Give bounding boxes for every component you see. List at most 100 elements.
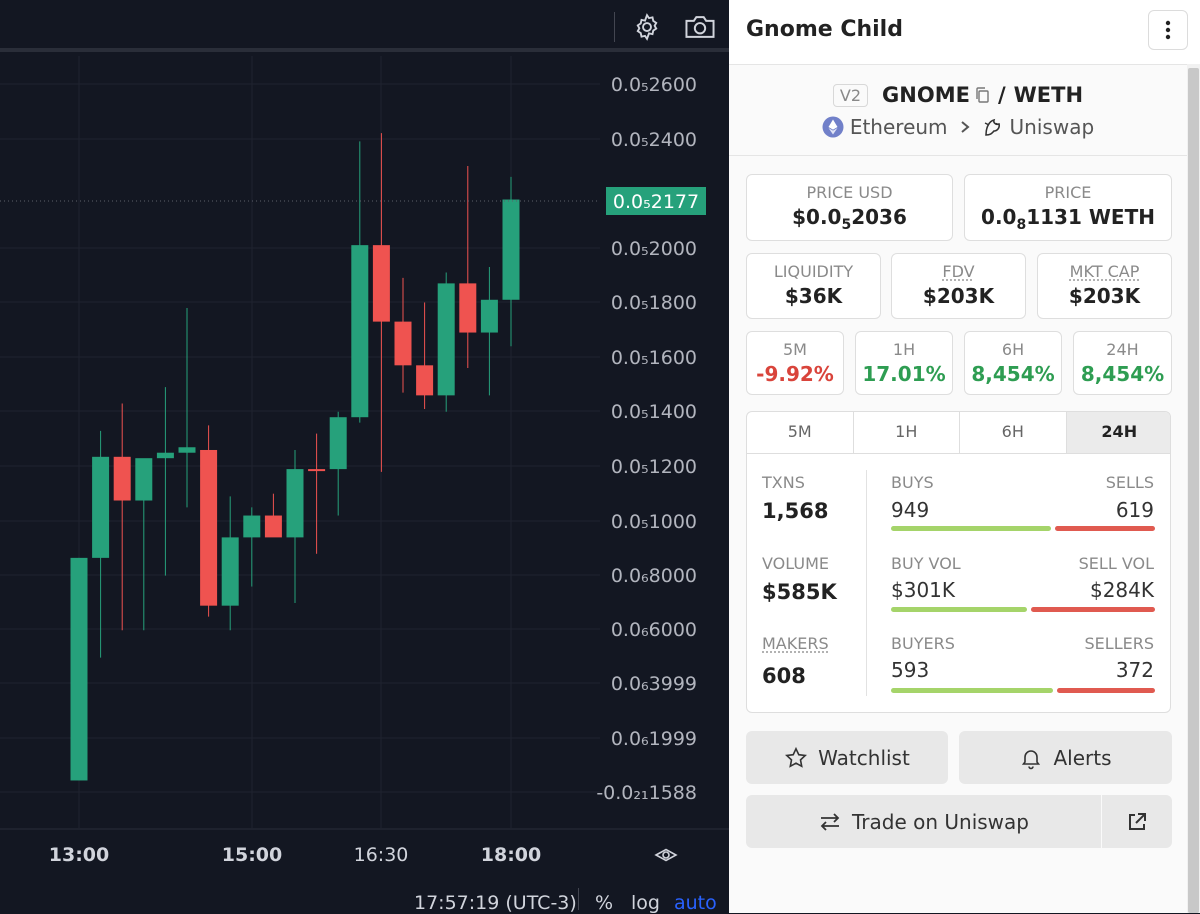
pair-info-panel: Gnome Child V2 GNOME / WETH Ethereum Uni… [729, 0, 1200, 913]
sellers-label: SELLERS [1084, 634, 1154, 653]
txns-value: 1,568 [762, 499, 829, 523]
sell-volume-label: SELL VOL [1078, 554, 1154, 573]
time-tick-label: 13:00 [49, 844, 109, 866]
time-axis-settings-icon[interactable] [654, 848, 678, 862]
makers-value: 608 [762, 664, 806, 688]
price-tick-label: 0.0₅1800 [611, 292, 697, 314]
watchlist-button[interactable]: Watchlist [746, 731, 948, 784]
candle-body [113, 456, 131, 501]
price-native-card: PRICE 0.081131 WETH [964, 174, 1172, 241]
more-vertical-icon [1165, 20, 1171, 40]
sellers-bar [1057, 688, 1155, 693]
change-card-5m[interactable]: 5M -9.92% [746, 331, 844, 395]
candle-body [394, 321, 412, 366]
change-card-6h[interactable]: 6H 8,454% [964, 331, 1062, 395]
candle-body [372, 245, 390, 322]
mcap-label[interactable]: MKT CAP [1069, 262, 1140, 281]
price-tick-label: 0.0₆8000 [611, 565, 697, 587]
copy-icon[interactable] [974, 86, 990, 104]
divider [729, 155, 1187, 156]
liquidity-card: LIQUIDITY $36K [746, 253, 881, 319]
txns-label: TXNS [762, 473, 805, 492]
external-link-button[interactable] [1102, 795, 1172, 848]
candle-body [480, 299, 498, 333]
scrollbar-thumb[interactable] [1188, 68, 1199, 913]
transactions-panel: 5M 1H 6H 24H TXNS 1,568 VOLUME $585K MAK… [746, 411, 1171, 713]
price-tick-label: 0.0₅1600 [611, 347, 697, 369]
change-card-24h[interactable]: 24H 8,454% [1073, 331, 1172, 395]
percent-scale-toggle[interactable]: % [595, 892, 614, 914]
dex-name[interactable]: Uniswap [1009, 115, 1095, 139]
buy-volume-value: $301K [891, 578, 956, 602]
candle-body [459, 283, 477, 333]
makers-label[interactable]: MAKERS [762, 634, 829, 653]
candle-body [178, 447, 196, 453]
price-usd-card: PRICE USD $0.052036 [746, 174, 953, 241]
price-tick-label: 0.0₆3999 [611, 673, 697, 695]
mcap-card: MKT CAP $203K [1037, 253, 1172, 319]
chart-pane[interactable]: 0.0₅2600 0.0₅2400 0.0₅2000 0.0₅1800 0.0₅1600… [0, 0, 729, 914]
time-tick-label: 16:30 [354, 844, 409, 866]
candle-body [243, 515, 261, 538]
pair-row: V2 GNOME / WETH [729, 78, 1187, 112]
base-token: GNOME [882, 83, 970, 107]
more-menu-button[interactable] [1148, 10, 1188, 50]
fdv-value: $203K [922, 284, 995, 308]
gear-icon[interactable] [630, 10, 664, 44]
buy-volume-bar [891, 607, 1027, 612]
buys-value: 949 [891, 498, 930, 522]
tab-6h[interactable]: 6H [960, 412, 1067, 453]
price-tick-label: -0.0₂₁1588 [596, 782, 697, 804]
chain-row: Ethereum Uniswap [729, 112, 1187, 142]
price-native-label: PRICE [1044, 183, 1092, 202]
tab-5m[interactable]: 5M [747, 412, 854, 453]
candle-body [502, 199, 520, 300]
candle-body [308, 469, 326, 472]
buyers-label: BUYERS [891, 634, 955, 653]
candle-body [351, 245, 369, 418]
price-tick-label: 0.0₅2000 [611, 238, 697, 260]
log-scale-toggle[interactable]: log [631, 892, 660, 914]
change-label: 5M [783, 340, 807, 359]
swap-icon [820, 812, 840, 831]
chart-bottom-bar: 17:57:19 (UTC-3) % log auto [0, 880, 729, 914]
candle-body [416, 365, 434, 396]
ethereum-icon [822, 116, 844, 138]
change-label: 6H [1001, 340, 1025, 359]
trade-button[interactable]: Trade on Uniswap [746, 795, 1101, 848]
star-icon [785, 746, 808, 768]
buys-bar [891, 526, 1051, 531]
price-native-value: 0.081131 WETH [981, 205, 1155, 233]
current-price-label: 0.0₅2177 [613, 191, 699, 213]
fdv-card: FDV $203K [891, 253, 1026, 319]
price-tick-label: 0.0₅2600 [611, 74, 697, 96]
buy-volume-label: BUY VOL [891, 554, 961, 573]
chevron-right-icon [960, 120, 970, 134]
volume-value: $585K [762, 580, 837, 604]
chart-toolbar [0, 0, 729, 52]
candle-body [70, 557, 88, 781]
fdv-label[interactable]: FDV [942, 262, 975, 281]
volume-label: VOLUME [762, 554, 829, 573]
price-tick-label: 0.0₆1999 [611, 728, 697, 750]
buyers-bar [891, 688, 1053, 693]
tab-1h[interactable]: 1H [854, 412, 960, 453]
toolbar-divider [614, 12, 615, 42]
price-tick-label: 0.0₅1400 [611, 401, 697, 423]
candle-body [437, 283, 455, 396]
price-chart[interactable]: 0.0₅2600 0.0₅2400 0.0₅2000 0.0₅1800 0.0₅1600… [0, 56, 729, 913]
pair-separator: / [997, 83, 1006, 107]
auto-scale-toggle[interactable]: auto [674, 892, 717, 914]
sellers-value: 372 [1115, 658, 1154, 682]
sell-volume-bar [1031, 607, 1155, 612]
price-usd-label: PRICE USD [806, 183, 893, 202]
candle-body [329, 417, 347, 470]
change-card-1h[interactable]: 1H 17.01% [855, 331, 953, 395]
liquidity-label: LIQUIDITY [773, 262, 854, 281]
tab-24h[interactable]: 24H [1066, 412, 1170, 453]
uniswap-icon [984, 118, 1000, 136]
alerts-button[interactable]: Alerts [959, 731, 1172, 784]
chain-name[interactable]: Ethereum [849, 115, 948, 139]
camera-icon[interactable] [683, 10, 717, 44]
panel-scrollbar[interactable] [1187, 64, 1200, 913]
